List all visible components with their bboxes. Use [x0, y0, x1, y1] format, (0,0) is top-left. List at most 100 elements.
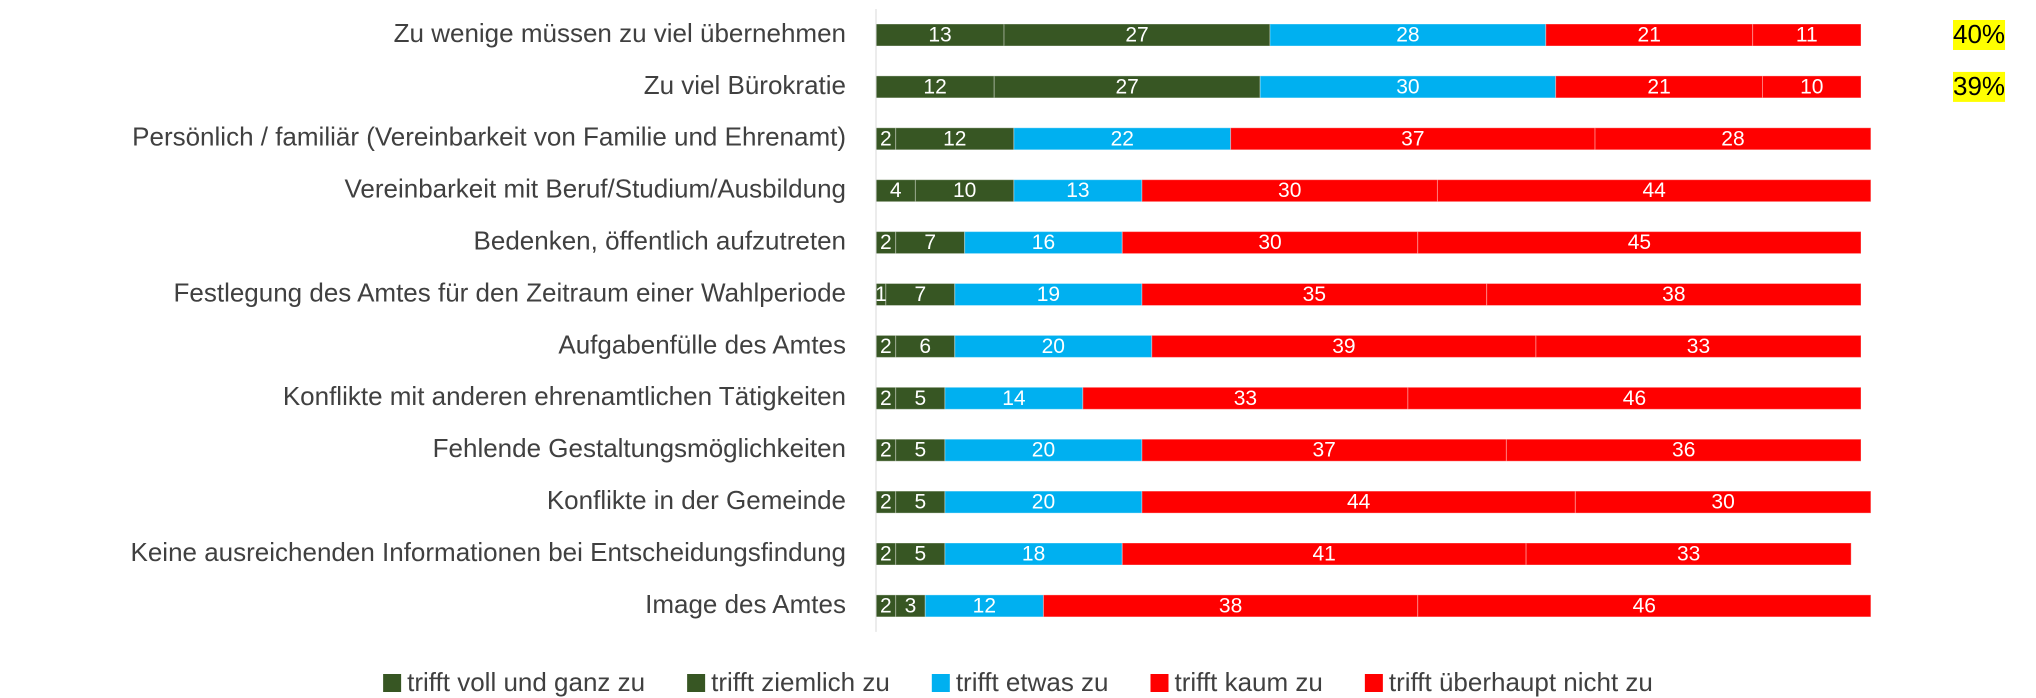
legend-swatch	[383, 674, 402, 692]
category-label: Image des Amtes	[645, 589, 846, 619]
category-label: Zu viel Bürokratie	[644, 70, 846, 100]
data-label: 16	[1032, 231, 1055, 254]
data-label: 33	[1677, 543, 1700, 566]
legend-item: trifft ziemlich zu	[687, 667, 890, 697]
data-label: 13	[1066, 179, 1089, 202]
data-label: 5	[914, 543, 926, 566]
bar-segment	[1525, 542, 1852, 566]
data-label: 14	[1002, 387, 1026, 410]
bar-segment	[1417, 231, 1862, 255]
legend-label: trifft kaum zu	[1175, 667, 1323, 697]
category-label: Persönlich / familiär (Vereinbarkeit von…	[132, 122, 846, 152]
data-label: 33	[1234, 387, 1257, 410]
data-label: 10	[1800, 75, 1823, 98]
bar-segment	[1762, 75, 1862, 99]
data-label: 35	[1303, 283, 1326, 306]
data-label: 46	[1633, 594, 1656, 617]
data-label: 12	[923, 75, 946, 98]
data-label: 7	[914, 283, 926, 306]
bar-segment	[1436, 179, 1872, 203]
data-label: 4	[890, 179, 902, 202]
annotation-text: 39%	[1953, 71, 2005, 101]
category-label: Bedenken, öffentlich aufzutreten	[474, 225, 846, 255]
bar-segment	[1574, 490, 1872, 514]
bar-segment	[1082, 386, 1409, 410]
legend-label: trifft voll und ganz zu	[407, 667, 645, 697]
bar-segment	[1486, 283, 1862, 306]
data-label: 44	[1642, 179, 1666, 202]
data-label: 21	[1647, 75, 1670, 98]
data-label: 2	[880, 543, 892, 566]
data-label: 27	[1115, 75, 1138, 98]
data-label: 39	[1332, 335, 1355, 358]
data-label: 2	[880, 491, 892, 514]
legend-item: trifft voll und ganz zu	[383, 667, 645, 697]
category-label: Aufgabenfülle des Amtes	[558, 329, 846, 359]
data-label: 38	[1662, 283, 1685, 306]
data-label: 12	[943, 127, 966, 150]
legend-swatch	[931, 674, 950, 692]
data-label: 30	[1278, 179, 1301, 202]
bar-segment	[1417, 594, 1872, 618]
category-label: Vereinbarkeit mit Beruf/Studium/Ausbildu…	[345, 174, 847, 204]
annotation: 39%	[1953, 71, 2006, 102]
data-label: 30	[1711, 491, 1734, 514]
data-label: 19	[1037, 283, 1060, 306]
category-label: Konflikte mit anderen ehrenamtlichen Tät…	[283, 381, 846, 411]
data-label: 12	[973, 594, 996, 617]
data-label: 6	[919, 335, 931, 358]
data-label: 20	[1042, 335, 1065, 358]
data-label: 22	[1111, 127, 1134, 150]
legend-item: trifft überhaupt nicht zu	[1364, 667, 1653, 697]
data-label: 1	[875, 283, 887, 306]
data-label: 5	[914, 387, 926, 410]
data-label: 2	[880, 231, 892, 254]
annotation-highlight	[1953, 71, 2006, 102]
data-label: 46	[1623, 387, 1646, 410]
legend-swatch	[1364, 674, 1383, 692]
data-label: 18	[1022, 543, 1045, 566]
data-label: 33	[1687, 335, 1710, 358]
annotation-text: 40%	[1953, 19, 2005, 49]
bar-segment	[1407, 386, 1862, 410]
bar-segment	[1505, 438, 1862, 462]
data-label: 20	[1032, 491, 1055, 514]
data-label: 28	[1721, 127, 1744, 150]
data-label: 21	[1638, 24, 1661, 47]
data-label: 2	[880, 439, 892, 462]
data-label: 27	[1125, 24, 1148, 47]
legend-label: trifft überhaupt nicht zu	[1389, 667, 1653, 697]
bar-segment	[1594, 127, 1872, 151]
data-label: 2	[880, 335, 892, 358]
data-label: 2	[880, 387, 892, 410]
category-label: Keine ausreichenden Informationen bei En…	[130, 537, 846, 567]
data-label: 3	[905, 594, 917, 617]
data-label: 5	[914, 439, 926, 462]
data-label: 11	[1796, 24, 1818, 47]
data-label: 37	[1312, 439, 1335, 462]
legend-label: trifft etwas zu	[956, 667, 1109, 697]
legend-label: trifft ziemlich zu	[711, 667, 890, 697]
category-label: Konflikte in der Gemeinde	[547, 485, 846, 515]
data-label: 13	[928, 24, 951, 47]
annotation-highlight	[1953, 20, 2006, 50]
data-label: 30	[1396, 75, 1419, 98]
data-label: 10	[953, 179, 976, 202]
data-label: 2	[880, 127, 892, 150]
legend-swatch	[1150, 674, 1169, 692]
data-label: 36	[1672, 439, 1695, 462]
bar-segment	[1535, 334, 1862, 358]
data-label: 20	[1032, 439, 1055, 462]
data-label: 30	[1258, 231, 1281, 254]
bar-segment	[1752, 23, 1862, 47]
data-label: 7	[924, 231, 936, 254]
data-label: 41	[1312, 543, 1335, 566]
legend-swatch	[687, 674, 706, 692]
data-label: 5	[914, 491, 926, 514]
category-label: Fehlende Gestaltungsmöglichkeiten	[433, 433, 846, 463]
bar-segment	[1141, 438, 1507, 462]
category-label: Zu wenige müssen zu viel übernehmen	[394, 18, 846, 48]
legend-item: trifft kaum zu	[1150, 667, 1323, 697]
category-label: Festlegung des Amtes für den Zeitraum ei…	[174, 277, 847, 307]
